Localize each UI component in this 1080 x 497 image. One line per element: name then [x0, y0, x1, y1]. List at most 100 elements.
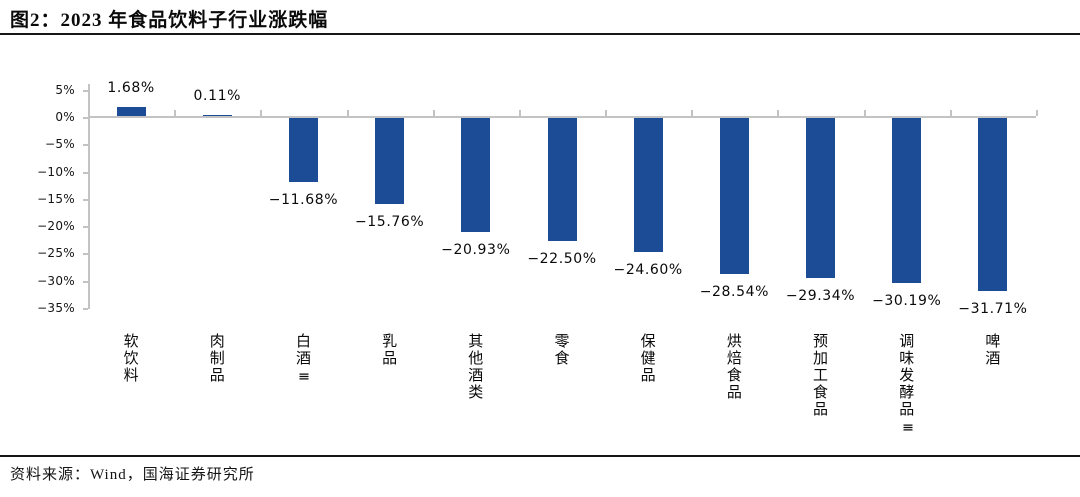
x-tick-mark	[605, 110, 607, 116]
y-tick-mark	[83, 89, 88, 92]
category-label-char: 品	[209, 368, 225, 384]
category-label: 白酒 Ⅲ	[294, 334, 312, 385]
category-label-char: 饮	[123, 351, 139, 367]
category-label-char: 发	[899, 368, 915, 384]
category-label-char: 品	[899, 402, 915, 418]
category-label-char: 保	[640, 334, 656, 350]
bar	[547, 118, 577, 241]
figure-title: 图2：2023 年食品饮料子行业涨跌幅	[10, 10, 329, 31]
category-label-char: 焙	[726, 351, 742, 367]
bar-value-label: −24.60%	[613, 262, 683, 279]
y-tick-mark	[83, 144, 88, 147]
category-label-char: 他	[468, 351, 484, 367]
category-label-char: 酵	[899, 385, 915, 401]
y-tick-mark	[83, 226, 88, 229]
category-label-char: 味	[899, 351, 915, 367]
x-tick-mark	[260, 110, 262, 116]
category-label: 其他酒类	[467, 334, 485, 402]
category-label-char: 酒	[985, 351, 1001, 367]
bar-value-label: −31.71%	[958, 301, 1028, 318]
bar-value-label: −11.68%	[268, 191, 339, 208]
y-tick-mark	[83, 253, 88, 256]
category-label: 啤酒	[984, 334, 1002, 368]
category-label-char: 酒	[295, 351, 311, 367]
category-label-char: 制	[209, 351, 225, 367]
bar	[202, 115, 232, 116]
x-tick-mark	[433, 110, 435, 116]
bar	[719, 118, 749, 274]
x-tick-mark	[864, 110, 866, 116]
category-label: 软饮料	[122, 334, 140, 385]
bar-value-label: −15.76%	[354, 214, 425, 230]
category-label-char: 预	[813, 334, 829, 350]
category-label-char: 料	[123, 368, 139, 384]
category-label-char: 其	[468, 334, 484, 350]
category-label: 预加工食品	[812, 334, 830, 419]
category-label-char: 食	[554, 351, 570, 367]
category-label-char: Ⅲ	[296, 372, 311, 381]
bar-value-label: −30.19%	[872, 292, 942, 309]
bar	[978, 118, 1008, 292]
y-axis-line	[88, 84, 90, 309]
bar-value-label: −20.93%	[441, 242, 511, 259]
category-label-char: 酒	[468, 368, 484, 384]
bar-value-label: −29.34%	[785, 288, 856, 305]
y-tick-label: −15%	[37, 191, 75, 206]
x-tick-mark	[347, 110, 349, 116]
y-tick-label: −35%	[37, 300, 75, 315]
category-label-char: 类	[468, 385, 484, 401]
category-label-char: 啤	[985, 334, 1001, 350]
bar	[375, 118, 405, 204]
x-tick-mark	[174, 110, 176, 116]
category-label-char: 食	[813, 385, 829, 401]
bar-value-label: −22.50%	[527, 250, 597, 267]
y-tick-label: −5%	[45, 137, 75, 152]
category-label-char: 工	[813, 368, 829, 384]
category-label-char: Ⅲ	[900, 423, 915, 432]
category-label-char: 白	[295, 334, 311, 350]
category-label: 零食	[553, 334, 571, 368]
bar-value-label: −28.54%	[699, 283, 770, 300]
category-label: 肉制品	[208, 334, 226, 385]
y-tick-label: −30%	[37, 273, 75, 288]
y-tick-label: −10%	[37, 164, 75, 179]
y-tick-mark	[83, 117, 88, 119]
bar	[806, 118, 836, 279]
bar-value-label: 1.68%	[107, 79, 155, 96]
y-tick-label: −20%	[37, 219, 75, 234]
title-divider	[0, 33, 1080, 35]
category-label-char: 品	[726, 385, 742, 401]
category-label: 乳品	[381, 334, 399, 368]
category-label: 保健品	[639, 334, 657, 385]
y-tick-label: 0%	[55, 110, 75, 124]
category-label-char: 品	[382, 351, 398, 367]
category-label-char: 品	[813, 402, 829, 418]
y-tick-label: 5%	[55, 82, 75, 97]
x-tick-mark	[691, 110, 693, 116]
category-label: 烘焙食品	[725, 334, 743, 402]
category-label-char: 软	[123, 334, 139, 350]
x-tick-mark	[519, 110, 521, 116]
x-tick-mark	[950, 110, 952, 116]
bar	[633, 118, 663, 253]
source-note: 资料来源：Wind，国海证券研究所	[10, 467, 255, 483]
bar-value-label: 0.11%	[193, 88, 241, 105]
x-tick-mark	[777, 110, 779, 116]
y-tick-mark	[83, 307, 88, 310]
bar	[288, 118, 318, 182]
category-label-char: 零	[554, 334, 570, 350]
category-label-char: 加	[813, 351, 829, 367]
bar	[892, 118, 922, 283]
x-tick-mark	[1036, 110, 1038, 116]
category-label: 调味发酵品 Ⅲ	[898, 334, 916, 436]
y-tick-mark	[83, 171, 88, 174]
category-label-char: 烘	[726, 334, 742, 350]
footer-divider	[0, 455, 1080, 457]
category-label-char: 品	[640, 368, 656, 384]
y-tick-label: −25%	[37, 246, 75, 261]
bar	[461, 118, 491, 233]
category-label-char: 健	[640, 351, 656, 367]
bar	[116, 106, 146, 116]
